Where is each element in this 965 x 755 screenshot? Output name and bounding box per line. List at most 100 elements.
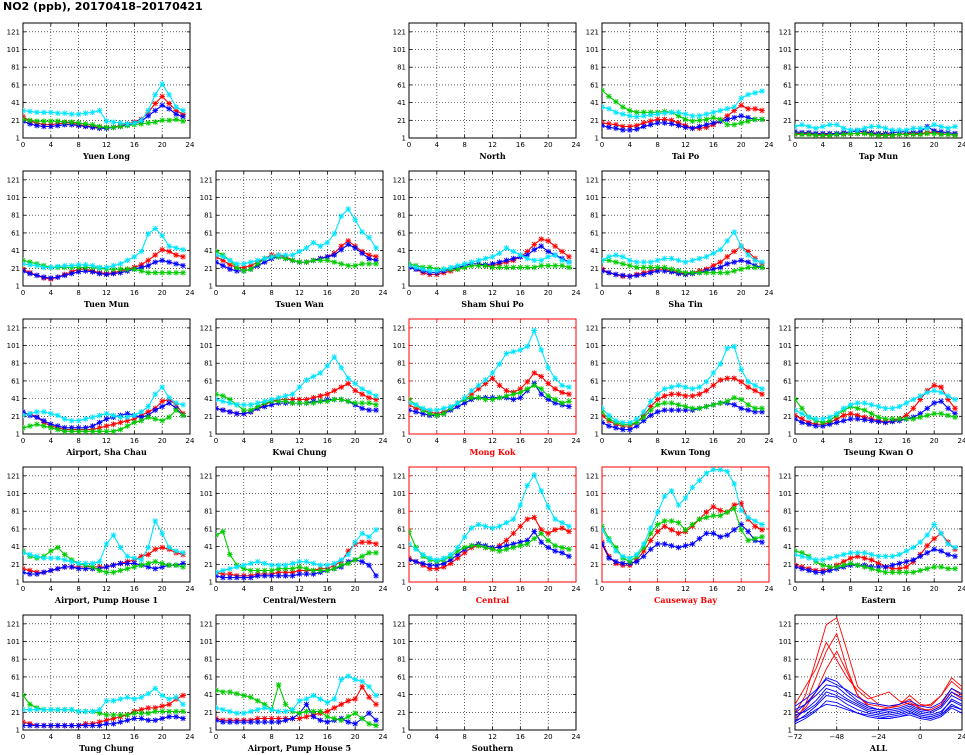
panel-title: Causeway Bay (654, 595, 717, 605)
data-point (103, 564, 110, 570)
data-point (468, 391, 475, 397)
y-tick-label: 61 (204, 377, 213, 385)
data-point (310, 713, 317, 720)
data-point (82, 268, 89, 274)
data-point (110, 721, 117, 727)
data-point (275, 398, 282, 405)
data-point (889, 553, 896, 560)
data-point (952, 410, 958, 417)
data-point (275, 715, 282, 722)
y-tick-label: 1 (16, 283, 20, 291)
data-point (703, 470, 710, 476)
data-point (745, 118, 751, 124)
data-point (938, 131, 944, 138)
series-green (216, 682, 379, 729)
data-point (275, 565, 282, 572)
data-point (917, 393, 924, 399)
data-point (952, 396, 958, 403)
data-point (854, 400, 861, 406)
x-tick-label: 16 (130, 437, 139, 445)
data-point (952, 405, 958, 412)
y-tick-label: 101 (200, 490, 213, 498)
y-tick-label: 101 (7, 490, 20, 498)
data-point (496, 250, 503, 257)
data-point (27, 701, 33, 708)
data-point (952, 544, 958, 551)
x-tick-label: 0 (793, 141, 797, 149)
data-point (152, 705, 159, 711)
data-point (282, 717, 289, 724)
data-point (606, 121, 612, 127)
data-point (847, 550, 854, 556)
x-tick-label: 12 (488, 437, 497, 445)
data-point (227, 571, 233, 577)
x-tick-label: 16 (516, 141, 525, 149)
data-point (795, 131, 798, 138)
data-point (524, 386, 531, 392)
data-point (517, 386, 524, 392)
data-point (896, 569, 903, 576)
data-point (89, 564, 96, 570)
data-point (820, 562, 826, 568)
data-point (373, 407, 379, 413)
x-tick-label: 24 (765, 437, 774, 445)
y-tick-label: 41 (204, 543, 213, 551)
data-point (373, 393, 379, 399)
data-point (696, 123, 703, 130)
y-tick-label: 21 (11, 709, 20, 717)
data-point (627, 127, 633, 133)
x-tick-label: 8 (655, 289, 659, 297)
data-point (180, 269, 186, 276)
data-point (620, 111, 626, 117)
data-point (889, 569, 896, 576)
data-point (952, 132, 958, 138)
y-tick-label: 41 (11, 543, 20, 551)
data-point (89, 269, 96, 275)
data-point (640, 271, 647, 278)
data-point (620, 127, 626, 133)
data-point (710, 266, 717, 272)
y-tick-label: 121 (779, 324, 792, 332)
series-cyan (409, 245, 572, 274)
data-point (882, 416, 889, 422)
y-tick-label: 61 (204, 525, 213, 533)
data-point (813, 132, 819, 138)
data-point (454, 266, 461, 272)
data-point (654, 264, 661, 271)
data-point (517, 539, 524, 545)
data-point (345, 398, 352, 405)
x-tick-label: 24 (572, 585, 581, 593)
data-point (338, 243, 345, 249)
data-point (359, 400, 365, 406)
data-point (875, 564, 882, 570)
data-point (289, 257, 296, 264)
panel-title: ALL (869, 743, 888, 753)
y-tick-label: 81 (204, 508, 213, 516)
data-point (552, 527, 558, 533)
data-point (545, 262, 551, 269)
x-tick-label: 8 (269, 437, 273, 445)
data-point (159, 417, 165, 424)
data-point (310, 373, 317, 380)
y-tick-label: 101 (7, 194, 20, 202)
x-tick-label: 12 (488, 733, 497, 741)
x-tick-label: 0 (600, 585, 604, 593)
data-point (166, 414, 172, 420)
series-cyan (216, 206, 379, 267)
series-blue (23, 257, 186, 281)
data-point (75, 261, 82, 268)
data-point (110, 698, 117, 704)
data-point (103, 416, 110, 422)
y-tick-label: 61 (590, 377, 599, 385)
y-tick-label: 121 (7, 472, 20, 480)
data-point (689, 386, 696, 392)
data-point (759, 116, 765, 123)
data-point (847, 127, 854, 133)
y-tick-label: 101 (7, 342, 20, 350)
data-point (310, 692, 317, 699)
data-point (216, 717, 219, 724)
data-point (833, 419, 840, 426)
data-point (875, 567, 882, 574)
data-point (152, 107, 159, 114)
